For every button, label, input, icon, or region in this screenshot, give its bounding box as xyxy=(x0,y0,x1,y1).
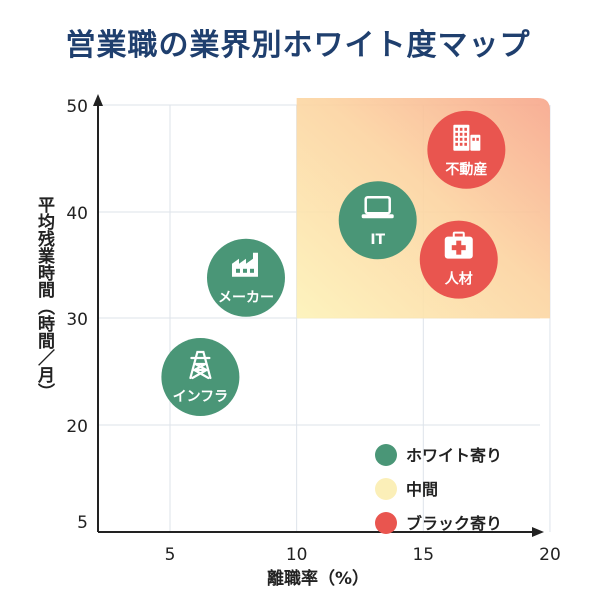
legend-item: ホワイト寄り xyxy=(375,444,502,466)
legend-label: ブラック寄り xyxy=(406,514,502,533)
x-tick-label: 15 xyxy=(412,545,434,565)
data-point-label: インフラ xyxy=(173,389,229,405)
data-point: メーカー xyxy=(206,238,285,317)
legend-label: ホワイト寄り xyxy=(406,446,502,465)
legend-swatch xyxy=(375,478,397,500)
data-point: インフラ xyxy=(161,338,240,416)
y-tick-label: 50 xyxy=(66,97,88,117)
data-point-label: 人材 xyxy=(445,271,473,288)
chart-title: 営業職の業界別ホワイト度マップ xyxy=(65,28,531,63)
y-tick-label: 5 xyxy=(77,513,88,533)
data-point-bubble xyxy=(419,220,498,299)
y-axis-arrow xyxy=(93,94,103,106)
data-point: IT xyxy=(338,181,417,260)
legend-item: 中間 xyxy=(375,478,438,500)
x-tick-label: 10 xyxy=(286,545,308,565)
legend-swatch xyxy=(375,512,397,534)
power-tower-icon xyxy=(189,350,212,380)
first-aid-kit-icon xyxy=(444,231,473,259)
y-tick-label: 30 xyxy=(66,310,88,330)
data-point-bubble xyxy=(161,338,240,416)
x-tick-label: 20 xyxy=(539,545,561,565)
y-axis-label: 平均残業時間（時間／月） xyxy=(34,196,56,400)
data-point-label: メーカー xyxy=(218,290,274,306)
data-point-bubble xyxy=(338,181,417,260)
data-point: 不動産 xyxy=(427,110,506,189)
laptop-icon xyxy=(361,195,394,219)
x-axis-arrow xyxy=(532,527,544,537)
building-icon xyxy=(453,124,481,151)
legend-swatch xyxy=(375,444,397,466)
data-point-label: 不動産 xyxy=(445,161,487,178)
data-point-label: IT xyxy=(370,232,385,248)
y-tick-label: 20 xyxy=(66,417,88,437)
highlight-region xyxy=(296,98,550,319)
x-axis-label: 離職率（%） xyxy=(267,568,369,589)
x-tick-label: 5 xyxy=(165,545,176,565)
y-tick-label: 40 xyxy=(66,204,88,224)
legend-label: 中間 xyxy=(406,480,438,499)
data-point-bubble xyxy=(206,238,285,317)
data-point: 人材 xyxy=(419,220,498,299)
legend-item: ブラック寄り xyxy=(375,512,502,534)
factory-icon xyxy=(231,252,258,277)
